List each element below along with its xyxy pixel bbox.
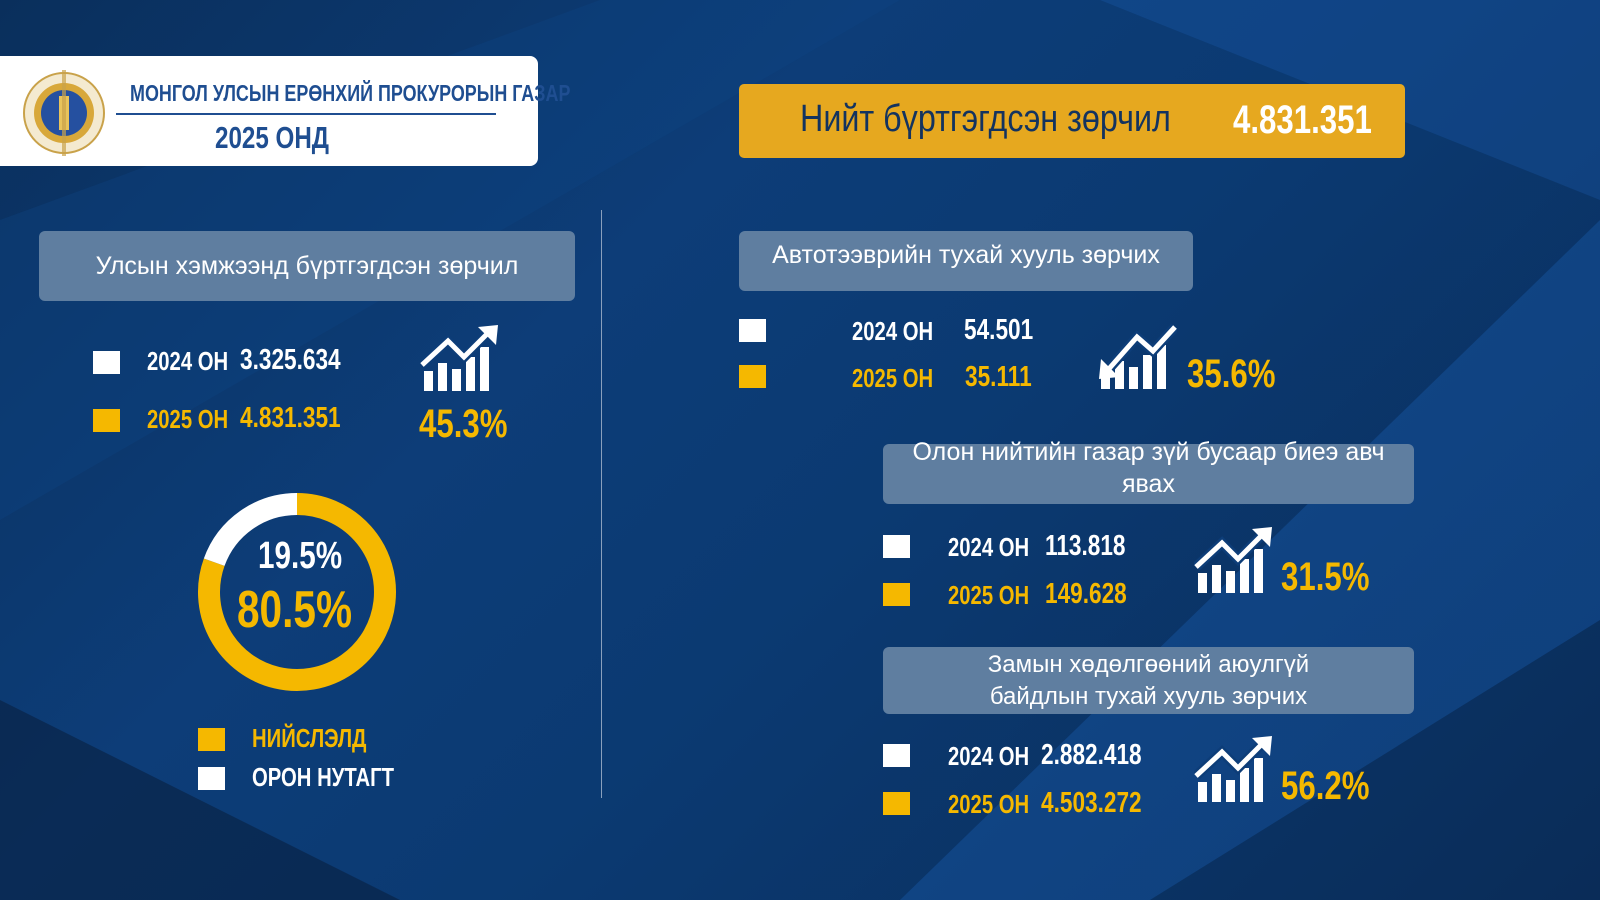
total-banner bbox=[739, 84, 1405, 158]
total-label: Нийт бүртгэгдсэн зөрчил bbox=[800, 98, 1171, 140]
legend-oron-nutag-square bbox=[198, 767, 225, 790]
traffic-2024-value: 2.882.418 bbox=[1041, 739, 1142, 771]
transport-2024-value: 54.501 bbox=[964, 314, 1034, 346]
public-2024-value: 113.818 bbox=[1045, 530, 1126, 562]
national-change: 45.3% bbox=[419, 402, 508, 446]
national-2024-value: 3.325.634 bbox=[240, 344, 341, 376]
legend-2024-square bbox=[739, 319, 766, 342]
legend-2024-square bbox=[883, 535, 910, 558]
trend-down-icon bbox=[1099, 323, 1177, 389]
legend-2025-square bbox=[739, 365, 766, 388]
trend-up-icon bbox=[420, 325, 498, 391]
national-2025-value: 4.831.351 bbox=[240, 402, 341, 434]
org-name: МОНГОЛ УЛСЫН ЕРӨНХИЙ ПРОКУРОРЫН ГАЗАР bbox=[130, 80, 571, 106]
legend-2025-square bbox=[883, 792, 910, 815]
legend-niislel-square bbox=[198, 728, 225, 751]
slice-label-orон-nutag: 19.5% bbox=[258, 535, 343, 577]
donut-slice-0 bbox=[198, 493, 396, 691]
traffic-2024-label: 2024 ОН bbox=[948, 741, 1030, 771]
traffic-2025-label: 2025 ОН bbox=[948, 789, 1030, 819]
public-change: 31.5% bbox=[1281, 555, 1370, 599]
category-title-transport: Автотээврийн тухай хууль зөрчих bbox=[739, 231, 1193, 291]
legend-niislel: НИЙСЛЭЛД bbox=[252, 723, 367, 753]
legend-2024-square bbox=[93, 351, 120, 374]
donut-chart bbox=[198, 493, 396, 691]
legend-2024-square bbox=[883, 744, 910, 767]
header-divider bbox=[116, 113, 496, 115]
public-2024-label: 2024 ОН bbox=[948, 532, 1030, 562]
category-title-traffic: Замын хөдөлгөөний аюулгүй байдлын тухай … bbox=[883, 647, 1414, 714]
slice-label-niislel: 80.5% bbox=[237, 581, 353, 639]
legend-2025-square bbox=[883, 583, 910, 606]
trend-up-icon bbox=[1194, 736, 1272, 802]
traffic-change: 56.2% bbox=[1281, 764, 1370, 808]
national-title: Улсын хэмжээнд бүртгэгдсэн зөрчил bbox=[39, 231, 575, 301]
prosecutor-emblem-logo bbox=[23, 70, 105, 156]
national-2024-label: 2024 ОН bbox=[147, 346, 229, 376]
public-2025-value: 149.628 bbox=[1045, 578, 1127, 610]
public-2025-label: 2025 ОН bbox=[948, 580, 1030, 610]
category-title-public-order: Олон нийтийн газар зүй бусаар биеэ авч я… bbox=[883, 438, 1414, 504]
national-2025-label: 2025 ОН bbox=[147, 404, 229, 434]
transport-change: 35.6% bbox=[1187, 352, 1276, 396]
trend-up-icon bbox=[1194, 527, 1272, 593]
header-year: 2025 ОНД bbox=[215, 120, 330, 155]
vertical-divider bbox=[601, 210, 602, 798]
donut-slice-1 bbox=[203, 493, 298, 567]
transport-2025-label: 2025 ОН bbox=[852, 363, 934, 393]
total-value: 4.831.351 bbox=[1233, 98, 1372, 142]
legend-2025-square bbox=[93, 409, 120, 432]
traffic-2025-value: 4.503.272 bbox=[1041, 787, 1142, 819]
legend-oron-nutag: ОРОН НУТАГТ bbox=[252, 762, 394, 792]
transport-2025-value: 35.111 bbox=[965, 361, 1032, 393]
transport-2024-label: 2024 ОН bbox=[852, 316, 934, 346]
